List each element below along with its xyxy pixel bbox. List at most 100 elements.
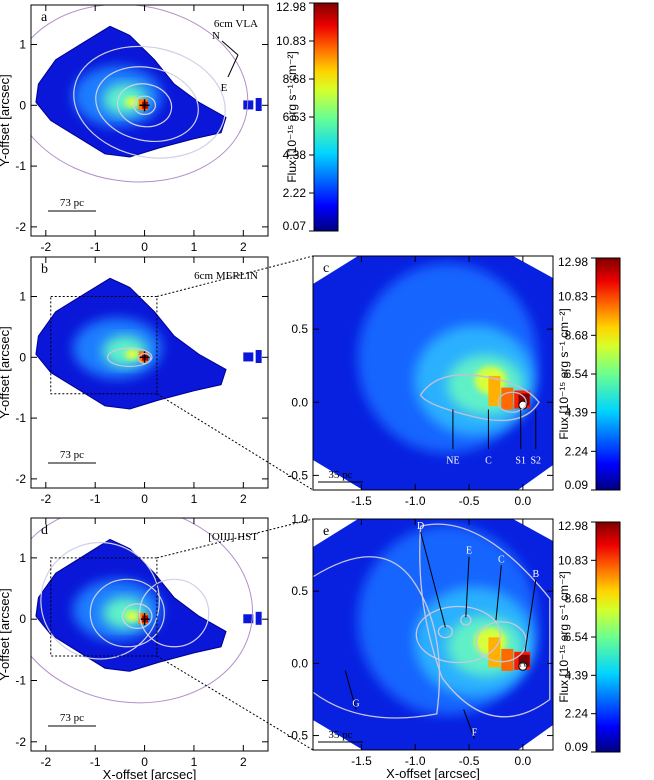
- colorbar-label: Flux [10⁻¹⁵ erg s⁻¹ cm⁻²]: [285, 51, 299, 182]
- component-label: D: [417, 521, 424, 532]
- x-tick-label: 2: [240, 492, 247, 506]
- contour: [95, 66, 199, 142]
- zoom-connector: [156, 393, 314, 491]
- y-tick-label: 0: [19, 612, 26, 626]
- y-tick-label: 1: [19, 290, 26, 304]
- contour: [139, 578, 210, 648]
- x-tick-label: 0.0: [515, 494, 532, 508]
- map-a: [31, 5, 262, 183]
- zoom-box-b: [50, 296, 158, 395]
- colorbar-label: Flux [10⁻¹⁵ erg s⁻¹ cm⁻²]: [557, 308, 571, 439]
- y-tick-label: 1: [19, 38, 26, 52]
- x-tick-label: -1.5: [351, 494, 372, 508]
- map-b: [35, 277, 262, 410]
- colorbar-cb2: [595, 257, 621, 491]
- emission-core-a: [102, 83, 148, 116]
- component-pointer: [344, 670, 357, 710]
- contour: [415, 605, 501, 664]
- component-pointer: [420, 531, 446, 628]
- clump-d: [255, 611, 262, 625]
- component-pointer: [463, 709, 475, 739]
- component-label: C: [485, 456, 492, 467]
- emission-core-d: [102, 597, 148, 629]
- zoom-connector: [156, 518, 314, 559]
- axes-frame-b: [30, 256, 269, 489]
- axes-frame-e: [312, 518, 554, 751]
- x-tick-label: -1: [90, 492, 101, 506]
- x-tick-label: 1: [191, 492, 198, 506]
- y-tick-label: 0.0: [291, 656, 308, 670]
- x-tick-label: -1.5: [351, 754, 372, 768]
- colorbar-tick-label: 2.22: [283, 186, 307, 200]
- colorbar-tick-label: 2.24: [565, 444, 589, 458]
- contour: [419, 523, 551, 718]
- blank-corner: [313, 256, 358, 284]
- x-tick-label: -2: [40, 755, 51, 769]
- colorbar-tick-label: 12.98: [276, 0, 306, 14]
- contour: [121, 603, 153, 629]
- clump-b: [243, 352, 254, 362]
- component-label: C: [498, 554, 505, 565]
- panel-label: a: [41, 10, 48, 25]
- scale-bar-label: 73 pc: [60, 712, 84, 724]
- component-label: A: [519, 658, 527, 669]
- contour: [40, 541, 160, 660]
- colorbar-tick-label: 4.39: [565, 406, 589, 420]
- x-tick-label: -0.5: [459, 494, 480, 508]
- scale-bar-label: 73 pc: [60, 449, 84, 461]
- map-e: [313, 519, 553, 750]
- colorbar-tick-label: 10.83: [558, 290, 588, 304]
- y-axis-label: Y-offset [arcsec]: [0, 326, 12, 419]
- colorbar-tick-label: 8.68: [565, 328, 589, 342]
- peak-block-c: [501, 387, 514, 410]
- contour: [73, 45, 226, 159]
- x-axis-label: X-offset [arcsec]: [386, 766, 480, 780]
- colorbar-tick-label: 8.68: [565, 592, 589, 606]
- y-tick-label: -2: [15, 220, 26, 234]
- colorbar-tick-label: 0.09: [565, 478, 589, 492]
- x-tick-label: -1.0: [405, 494, 426, 508]
- colorbar-tick-label: 8.68: [283, 72, 307, 86]
- clump-a: [255, 98, 262, 112]
- blank-corner: [313, 519, 358, 547]
- blank-corner: [518, 465, 553, 490]
- panel-label: c: [323, 261, 329, 276]
- y-tick-label: -2: [15, 472, 26, 486]
- axes-frame-c: [312, 255, 554, 491]
- component-label: E: [466, 546, 472, 557]
- y-axis-label: Y-offset [arcsec]: [0, 74, 12, 167]
- panel-title: 6cm VLA: [214, 18, 258, 30]
- map-c: [313, 256, 553, 490]
- y-tick-label: -1: [15, 411, 26, 425]
- contour: [313, 556, 441, 719]
- colorbar-tick-label: 10.83: [276, 34, 306, 48]
- panel-title: [OIII] HST: [208, 531, 258, 543]
- x-tick-label: 0: [141, 755, 148, 769]
- component-label: B: [532, 569, 539, 580]
- clump-a: [243, 100, 254, 110]
- component-pointer: [495, 565, 502, 621]
- map-d: [31, 518, 262, 704]
- contour: [116, 83, 173, 128]
- y-tick-label: -1: [15, 673, 26, 687]
- x-tick-label: 1: [191, 240, 198, 254]
- contour: [497, 391, 527, 413]
- panel-label: e: [323, 524, 329, 539]
- scale-bar-label: 35 pc: [328, 729, 352, 741]
- colorbar-tick-label: 10.83: [558, 553, 588, 567]
- peak-block-c: [488, 375, 501, 406]
- colorbar-tick-label: 12.98: [558, 519, 588, 533]
- colorbar-tick-label: 6.54: [565, 630, 589, 644]
- colorbar-tick-label: 6.54: [565, 367, 589, 381]
- axes-frame-a: [30, 4, 269, 237]
- compass-north: N: [212, 30, 220, 42]
- y-tick-label: 0.0: [291, 395, 308, 409]
- y-tick-label: -2: [15, 735, 26, 749]
- colorbar-tick-label: 0.09: [565, 740, 589, 754]
- scale-bar-label: 73 pc: [60, 197, 84, 209]
- emission-core-b: [102, 335, 148, 368]
- colorbar-cb1: [313, 2, 339, 232]
- component-label: F: [472, 728, 478, 739]
- y-tick-label: 0.5: [291, 584, 308, 598]
